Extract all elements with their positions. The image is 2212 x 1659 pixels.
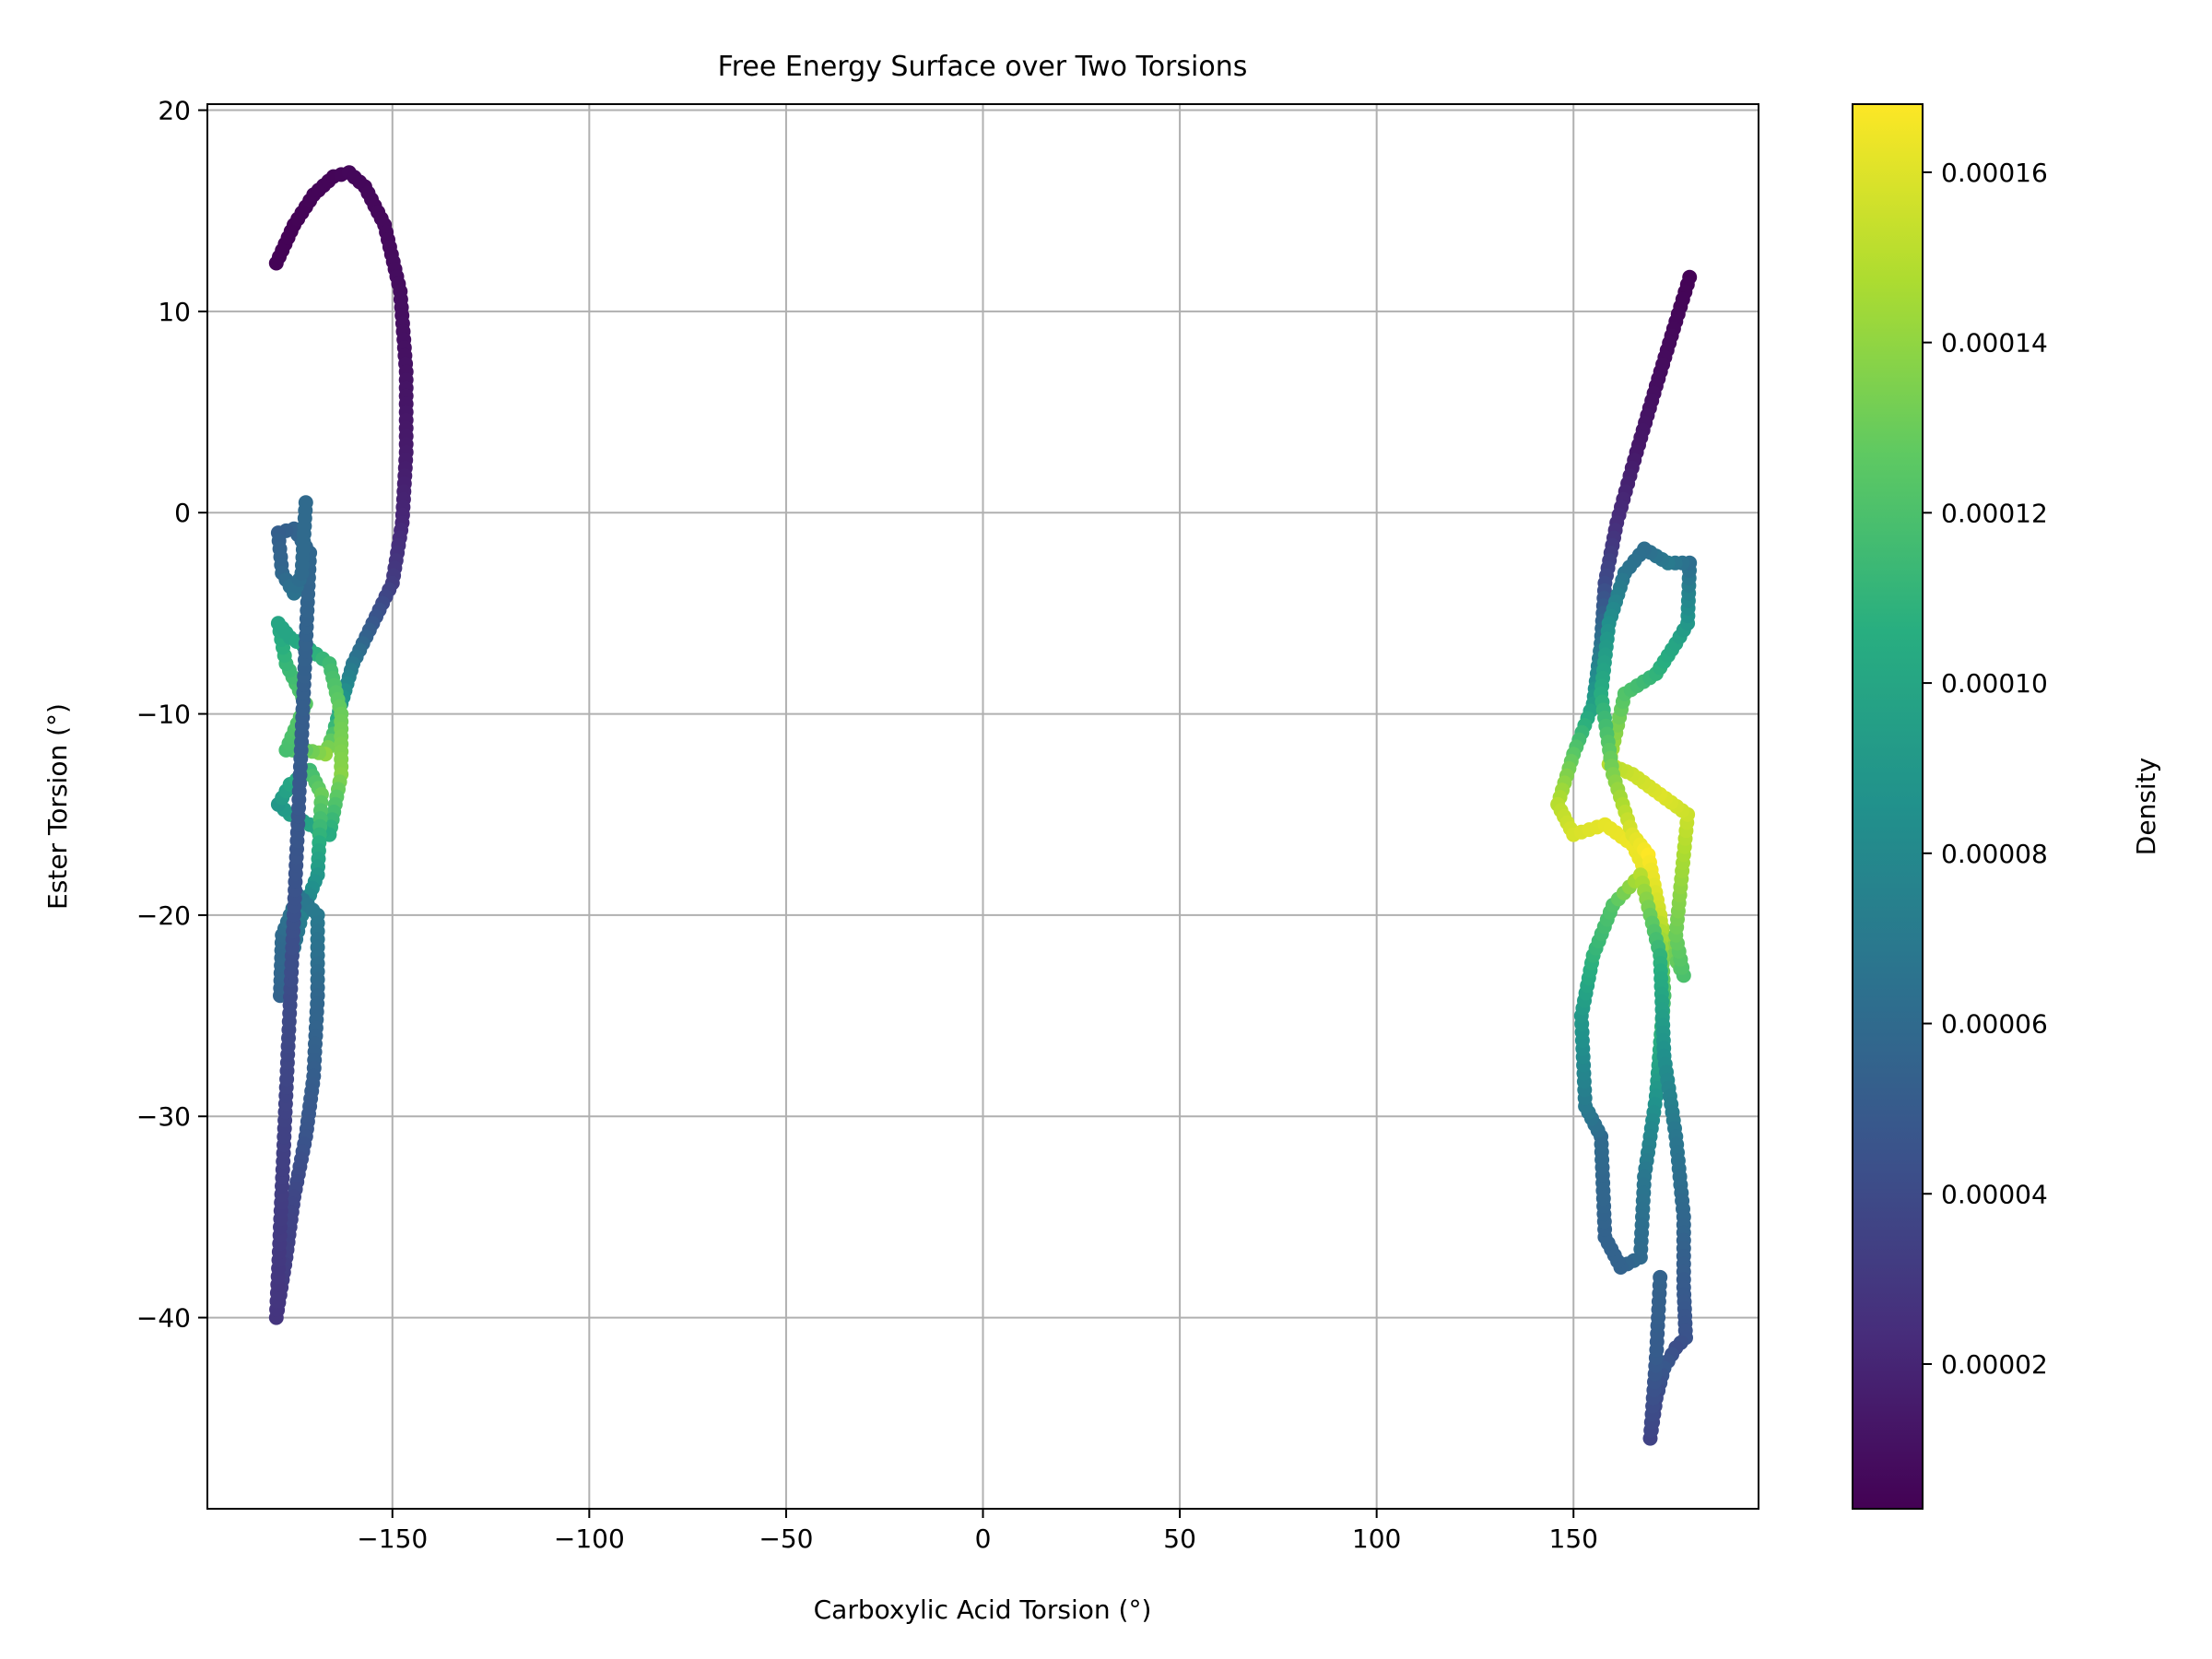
y-tick-label: 10 (158, 297, 191, 327)
colorbar-tick-label: 0.00006 (1941, 1009, 2048, 1040)
colorbar-tick-label: 0.00012 (1941, 498, 2048, 528)
colorbar (1852, 103, 1924, 1510)
x-tick-label: −50 (759, 1524, 813, 1554)
scatter-point (298, 495, 313, 511)
colorbar-tick-label: 0.00004 (1941, 1179, 2048, 1209)
y-tick-label: −40 (136, 1303, 191, 1334)
colorbar-ticks: 0.00002 0.00004 0.00006 0.00008 0.00010 0.000… (1923, 158, 2048, 1380)
colorbar-tick-label: 0.00002 (1941, 1349, 2048, 1380)
y-axis-label: Ester Torsion (°) (42, 703, 73, 910)
colorbar-tick-label: 0.00010 (1941, 668, 2048, 699)
x-tick-label: 0 (975, 1524, 992, 1554)
colorbar-tick-label: 0.00014 (1941, 328, 2048, 359)
colorbar-tick-label: 0.00016 (1941, 158, 2048, 188)
x-axis-label: Carboxylic Acid Torsion (°) (814, 1594, 1152, 1625)
x-tick-label: 100 (1352, 1524, 1401, 1554)
colorbar-tick-label: 0.00008 (1941, 839, 2048, 869)
y-axis-ticks: 20 10 0 −10 −20 −30 −40 (136, 96, 207, 1334)
x-tick-label: −150 (357, 1524, 428, 1554)
scatter-points (268, 165, 1698, 1446)
x-axis-ticks: −150 −100 −50 0 50 100 150 (357, 1509, 1598, 1554)
colorbar-label: Density (2131, 758, 2161, 855)
y-tick-label: −20 (136, 900, 191, 931)
x-tick-label: 150 (1549, 1524, 1598, 1554)
scatter-point (1653, 1269, 1668, 1285)
chart-title: Free Energy Surface over Two Torsions (718, 51, 1248, 83)
y-tick-label: −10 (136, 700, 191, 730)
y-tick-label: 0 (174, 498, 191, 528)
grid-lines (207, 104, 1759, 1509)
y-tick-label: 20 (158, 96, 191, 126)
x-tick-label: −100 (554, 1524, 625, 1554)
y-tick-label: −30 (136, 1101, 191, 1132)
x-tick-label: 50 (1163, 1524, 1196, 1554)
